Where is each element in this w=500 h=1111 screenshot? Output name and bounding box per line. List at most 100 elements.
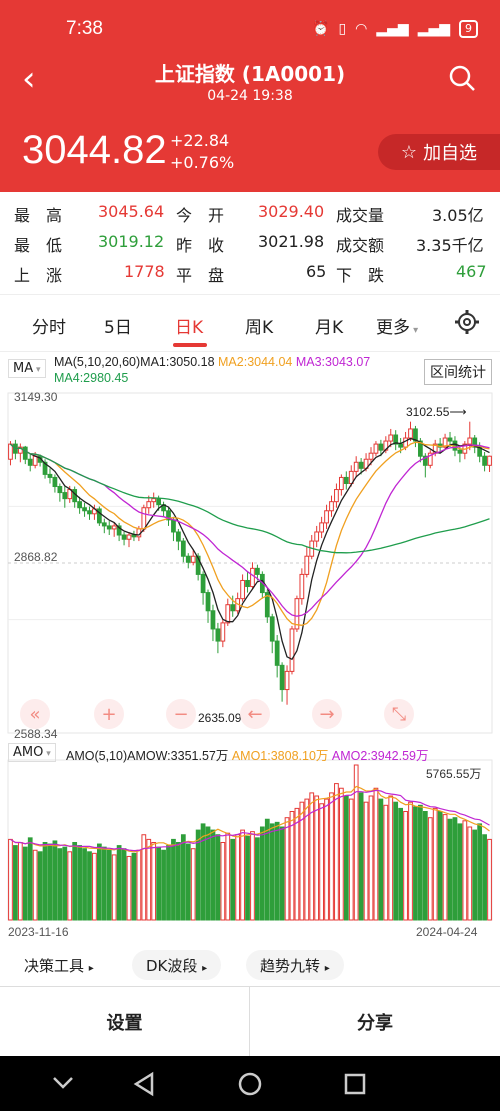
- ma-indicator-select[interactable]: MA ▾: [8, 359, 46, 378]
- dk-band-button[interactable]: DK波段 ▸: [132, 950, 222, 980]
- caret-right-icon: ▸: [202, 963, 208, 974]
- active-tab-indicator: [173, 343, 207, 347]
- volume-bar: [437, 811, 443, 921]
- candle-body: [230, 604, 236, 612]
- search-icon[interactable]: [448, 64, 476, 96]
- add-watchlist-button[interactable]: ☆ 加自选: [378, 134, 500, 170]
- zoom-in-icon[interactable]: +: [94, 699, 124, 729]
- kline-svg: [7, 392, 493, 921]
- candle-body: [62, 492, 68, 500]
- volume-bar: [215, 834, 221, 921]
- tab-monthly-k[interactable]: 月K: [315, 318, 344, 338]
- candle-body: [368, 452, 374, 460]
- tab-intraday[interactable]: 分时: [32, 318, 66, 338]
- move-right-icon[interactable]: →: [312, 699, 342, 729]
- volume-bar: [245, 835, 250, 921]
- candle-body: [101, 522, 107, 527]
- scroll-left-icon[interactable]: «: [20, 699, 50, 729]
- candle-body: [205, 592, 211, 612]
- y-axis-mid-label: 2868.82: [14, 550, 58, 564]
- candle-body: [146, 501, 152, 509]
- tab-more[interactable]: 更多 ▾: [376, 313, 418, 338]
- stat-value: 3.35千亿: [416, 236, 484, 255]
- candle-body: [393, 434, 399, 445]
- volume-bar: [8, 838, 13, 921]
- candle-body: [22, 446, 28, 460]
- add-watchlist-label: 加自选: [423, 143, 478, 164]
- caret-right-icon: ▸: [324, 963, 330, 974]
- move-left-icon[interactable]: ←: [240, 699, 270, 729]
- low-marker-value: 2635.09: [198, 711, 242, 725]
- candle-body: [17, 446, 23, 454]
- amo2-value: AMO2:3942.59万: [331, 749, 429, 763]
- nav-down-icon: [53, 1077, 73, 1089]
- volume-bar: [235, 834, 241, 921]
- volume-bar: [136, 849, 142, 921]
- range-stats-button[interactable]: 区间统计: [424, 359, 492, 385]
- volume-bar: [309, 792, 315, 921]
- volume-bar: [72, 842, 78, 921]
- decision-tools-button[interactable]: 决策工具 ▸: [10, 950, 108, 980]
- candle-body: [176, 531, 181, 542]
- fullscreen-icon[interactable]: ⤡: [384, 699, 414, 729]
- candle-body: [353, 461, 359, 472]
- volume-bar: [96, 843, 102, 921]
- ma3-value: MA3:3043.07: [295, 355, 371, 369]
- gear-icon[interactable]: [454, 309, 480, 339]
- volume-bar: [62, 846, 68, 921]
- volume-bar: [92, 852, 97, 921]
- volume-grid-frame: [7, 759, 493, 921]
- candle-body: [240, 579, 245, 600]
- volume-bar: [467, 826, 473, 921]
- candle-body: [269, 616, 275, 642]
- volume-bar: [343, 795, 349, 921]
- volume-bar: [274, 821, 280, 921]
- volume-bar: [185, 843, 191, 921]
- x-axis-end-label: 2024-04-24: [416, 925, 478, 939]
- trend-nine-label: 趋势九转: [260, 957, 321, 975]
- candle-body: [57, 486, 63, 494]
- ma-select-label: MA: [13, 361, 34, 376]
- volume-bar: [151, 842, 157, 921]
- candle-body: [422, 455, 428, 466]
- tools-bar: 决策工具 ▸ DK波段 ▸ 趋势九转 ▸: [0, 946, 500, 984]
- settings-button[interactable]: 设置: [0, 987, 250, 1057]
- status-time: 7:38: [66, 18, 103, 39]
- volume-bar: [195, 829, 201, 921]
- zoom-out-icon[interactable]: −: [166, 699, 196, 729]
- battery-icon: 9: [459, 20, 478, 38]
- volume-bar: [106, 849, 112, 921]
- candle-body: [32, 455, 38, 466]
- tab-5day[interactable]: 5日: [104, 318, 132, 338]
- change-percent: +0.76%: [170, 153, 235, 172]
- tab-daily-k[interactable]: 日K: [175, 318, 204, 338]
- volume-bar: [329, 792, 334, 921]
- trend-nine-button[interactable]: 趋势九转 ▸: [246, 950, 344, 980]
- candle-body: [42, 461, 48, 475]
- volume-bar: [348, 798, 354, 921]
- candle-body: [319, 522, 324, 533]
- volume-bar: [27, 837, 33, 921]
- volume-bar: [393, 801, 399, 921]
- caret-right-icon: ▸: [88, 963, 94, 974]
- volume-bar: [240, 829, 245, 921]
- volume-bar: [338, 787, 344, 921]
- volume-bar: [442, 814, 448, 921]
- candle-body: [106, 525, 112, 530]
- back-arrow-icon[interactable]: ‹: [22, 59, 36, 99]
- arrow-right-icon: ⟶: [449, 405, 467, 419]
- amo-indicator-select[interactable]: AMO ▾: [8, 743, 56, 762]
- candle-body: [245, 579, 250, 588]
- share-button[interactable]: 分享: [357, 1013, 393, 1034]
- ma3-line: [10, 443, 490, 617]
- candle-body: [47, 473, 53, 478]
- tab-weekly-k[interactable]: 周K: [245, 318, 274, 338]
- signal2-icon: ▂▄▆: [417, 21, 450, 37]
- volume-bar: [472, 829, 478, 921]
- volume-bar: [126, 855, 132, 921]
- candle-body: [180, 540, 186, 557]
- candle-body: [447, 437, 453, 442]
- nav-home-icon: [238, 1072, 262, 1096]
- candle-body: [487, 455, 492, 466]
- candle-body: [338, 476, 344, 491]
